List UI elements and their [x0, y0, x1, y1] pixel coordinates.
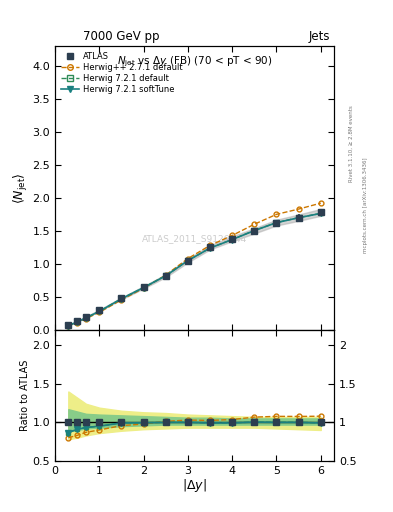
- Y-axis label: Ratio to ATLAS: Ratio to ATLAS: [20, 359, 29, 431]
- Y-axis label: $\langle N_\mathrm{jet} \rangle$: $\langle N_\mathrm{jet} \rangle$: [12, 172, 29, 204]
- Text: mcplots.cern.ch [arXiv:1306.3436]: mcplots.cern.ch [arXiv:1306.3436]: [363, 157, 368, 252]
- Text: $N_\mathrm{jet}$ vs $\Delta y$ (FB) (70 < pT < 90): $N_\mathrm{jet}$ vs $\Delta y$ (FB) (70 …: [117, 55, 272, 69]
- Text: Jets: Jets: [309, 30, 330, 44]
- Text: 7000 GeV pp: 7000 GeV pp: [83, 30, 159, 44]
- Legend: ATLAS, Herwig++ 2.7.1 default, Herwig 7.2.1 default, Herwig 7.2.1 softTune: ATLAS, Herwig++ 2.7.1 default, Herwig 7.…: [59, 50, 184, 96]
- X-axis label: $|\Delta y|$: $|\Delta y|$: [182, 477, 207, 494]
- Text: ATLAS_2011_S9126244: ATLAS_2011_S9126244: [142, 234, 247, 244]
- Text: Rivet 3.1.10, ≥ 2.8M events: Rivet 3.1.10, ≥ 2.8M events: [349, 105, 354, 182]
